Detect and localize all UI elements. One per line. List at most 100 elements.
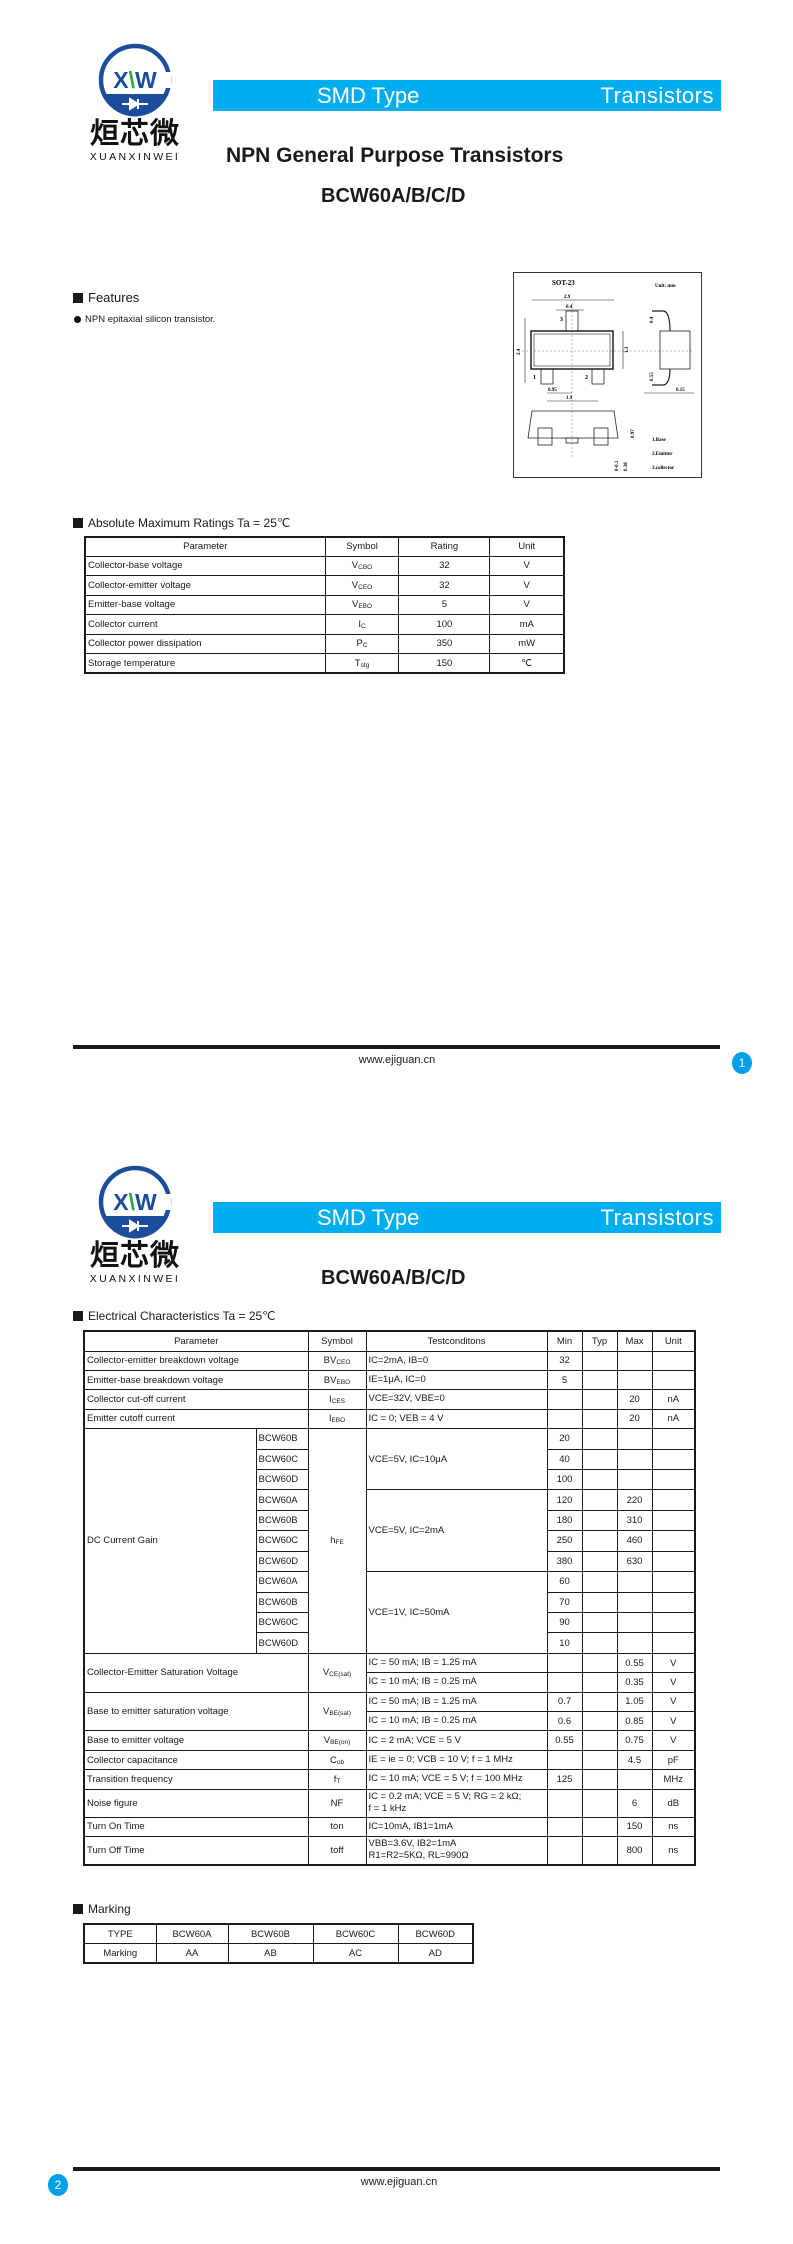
- unit-cell: mW: [489, 633, 565, 654]
- svg-text:2.9: 2.9: [564, 295, 571, 300]
- smd-type-label: SMD Type: [317, 1205, 420, 1230]
- max-cell: [616, 1591, 653, 1614]
- symbol-cell: Tstg: [324, 653, 400, 674]
- typ-cell: [581, 1389, 618, 1410]
- device-type-cell: BCW60A: [255, 1571, 309, 1593]
- device-type-cell: BCW60B: [255, 1509, 309, 1532]
- typ-cell: [581, 1788, 618, 1818]
- svg-text:3: 3: [560, 317, 563, 323]
- parameter-cell: Collector power dissipation: [84, 633, 326, 654]
- symbol-cell: VEBO: [324, 594, 400, 615]
- unit-cell: V: [489, 594, 565, 615]
- unit-cell: V: [489, 555, 565, 576]
- max-cell: 220: [616, 1489, 653, 1511]
- footer-rule: [73, 2167, 720, 2171]
- unit-cell: V: [489, 575, 565, 596]
- conditions-cell: IC = 0.2 mA; VCE = 5 V; RG = 2 kΩ; f = 1 …: [365, 1788, 548, 1818]
- conditions-cell: VCE=5V, IC=2mA: [365, 1489, 548, 1573]
- typ-cell: [581, 1369, 618, 1391]
- parameter-cell: Collector-base voltage: [84, 555, 326, 576]
- conditions-cell: IC = 10 mA; IB = 0.25 mA: [365, 1711, 548, 1732]
- symbol-cell: ICES: [307, 1389, 367, 1410]
- footer-url[interactable]: www.ejiguan.cn: [360, 2176, 438, 2188]
- max-cell: 6: [616, 1788, 653, 1818]
- table-row: Turn On Time ton IC=10mA, IB1=1mA 150 ns: [83, 1816, 696, 1838]
- max-cell: 4.5: [616, 1749, 653, 1771]
- symbol-cell: ton: [307, 1816, 367, 1838]
- table-row: Collector-base voltage VCBO 32 V: [84, 555, 565, 576]
- min-cell: 20: [546, 1428, 583, 1450]
- device-type-cell: BCW60B: [255, 1591, 309, 1614]
- table-row: Collector cut-off current ICES VCE=32V, VB…: [83, 1389, 696, 1410]
- table-row: BCW60C 90: [84, 1611, 696, 1634]
- marking-cell: AD: [397, 1943, 474, 1964]
- category-label: Transistors: [600, 1205, 714, 1230]
- conditions-cell: VCE=1V, IC=50mA: [365, 1571, 548, 1654]
- conditions-cell: IC = 0; VEB = 4 V: [365, 1408, 548, 1430]
- typ-cell: [581, 1428, 618, 1450]
- max-cell: [616, 1632, 653, 1654]
- conditions-cell: IC = 50 mA; IB = 1.25 mA: [365, 1652, 548, 1674]
- min-cell: 125: [546, 1769, 583, 1790]
- abs-max-table: Parameter Symbol Rating Unit Collector-base …: [84, 536, 565, 674]
- min-cell: 0.6: [546, 1711, 583, 1732]
- pin-legend-emitter: 2.Emitter: [652, 452, 673, 457]
- max-cell: [616, 1611, 653, 1634]
- table-row: Base to emitter voltage VBE(on) IC = 2 mA;…: [83, 1730, 696, 1751]
- table-row: Collector-Emitter Saturation Voltage VCE(…: [83, 1652, 696, 1693]
- symbol-cell: IEBO: [307, 1408, 367, 1430]
- table-row: BCW60D 10: [84, 1632, 696, 1654]
- parameter-cell: Collector cut-off current: [83, 1389, 309, 1410]
- column-header: Testconditons: [365, 1330, 548, 1352]
- conditions-cell: IC = 10 mA; VCE = 5 V; f = 100 MHz: [365, 1769, 548, 1790]
- symbol-cell: PC: [324, 633, 400, 654]
- symbol-cell: hFE: [307, 1428, 367, 1654]
- electrical-characteristics-table: Parameter Symbol Testconditons Min Typ Max Uni…: [83, 1330, 697, 1866]
- header-band: SMD Type Transistors: [213, 1202, 721, 1233]
- electrical-heading: Electrical Characteristics Ta = 25℃: [73, 1309, 276, 1323]
- unit-cell: nA: [651, 1389, 696, 1410]
- typ-cell: [581, 1591, 618, 1614]
- rating-cell: 32: [398, 575, 491, 596]
- parameter-cell: Collector-emitter breakdown voltage: [83, 1350, 309, 1371]
- parameter-cell: Base to emitter voltage: [83, 1730, 309, 1751]
- device-type-cell: BCW60D: [255, 1632, 309, 1654]
- min-cell: 70: [546, 1591, 583, 1614]
- table-row: Collector capacitance Cob IE = ie = 0; VCB…: [83, 1749, 696, 1771]
- typ-cell: [581, 1408, 618, 1430]
- unit-cell: V: [651, 1711, 696, 1732]
- conditions-cell: VCE=32V, VBE=0: [365, 1389, 548, 1410]
- unit-cell: [651, 1591, 696, 1614]
- min-cell: 90: [546, 1611, 583, 1634]
- column-header: BCW60A: [155, 1923, 229, 1944]
- column-header: Parameter: [84, 536, 326, 557]
- column-header: Rating: [398, 536, 491, 557]
- square-bullet-icon: [73, 1904, 83, 1914]
- typ-cell: [581, 1816, 618, 1838]
- conditions-cell: VBB=3.6V, IB2=1mA R1=R2=5KΩ, RL=990Ω: [365, 1836, 548, 1865]
- conditions-cell: IC = 50 mA; IB = 1.25 mA: [365, 1691, 548, 1713]
- max-cell: 800: [616, 1836, 653, 1865]
- conditions-cell: IE = ie = 0; VCB = 10 V; f = 1 MHz: [365, 1749, 548, 1771]
- square-bullet-icon: [73, 1311, 83, 1321]
- unit-cell: [651, 1632, 696, 1654]
- unit-cell: [651, 1369, 696, 1391]
- footer-url[interactable]: www.ejiguan.cn: [358, 1054, 436, 1066]
- table-row: Transition frequency fT IC = 10 mA; VCE = …: [83, 1769, 696, 1790]
- conditions-cell: IC=2mA, IB=0: [365, 1350, 548, 1371]
- marking-cell: Marking: [83, 1943, 157, 1964]
- unit-cell: mA: [489, 614, 565, 635]
- max-cell: 630: [616, 1550, 653, 1573]
- typ-cell: [581, 1468, 618, 1491]
- max-cell: [616, 1350, 653, 1371]
- parameter-cell: Collector-Emitter Saturation Voltage: [83, 1652, 309, 1693]
- table-header-row: Parameter Symbol Testconditons Min Typ Max Uni…: [83, 1330, 696, 1352]
- unit-label: Unit: mm: [655, 284, 677, 289]
- table-row: Marking AA AB AC AD: [83, 1943, 474, 1964]
- header-band: SMD Type Transistors: [213, 80, 721, 111]
- max-cell: [616, 1769, 653, 1790]
- column-header: Unit: [651, 1330, 696, 1352]
- unit-cell: [651, 1530, 696, 1552]
- package-name: SOT-23: [552, 279, 575, 287]
- unit-cell: pF: [651, 1749, 696, 1771]
